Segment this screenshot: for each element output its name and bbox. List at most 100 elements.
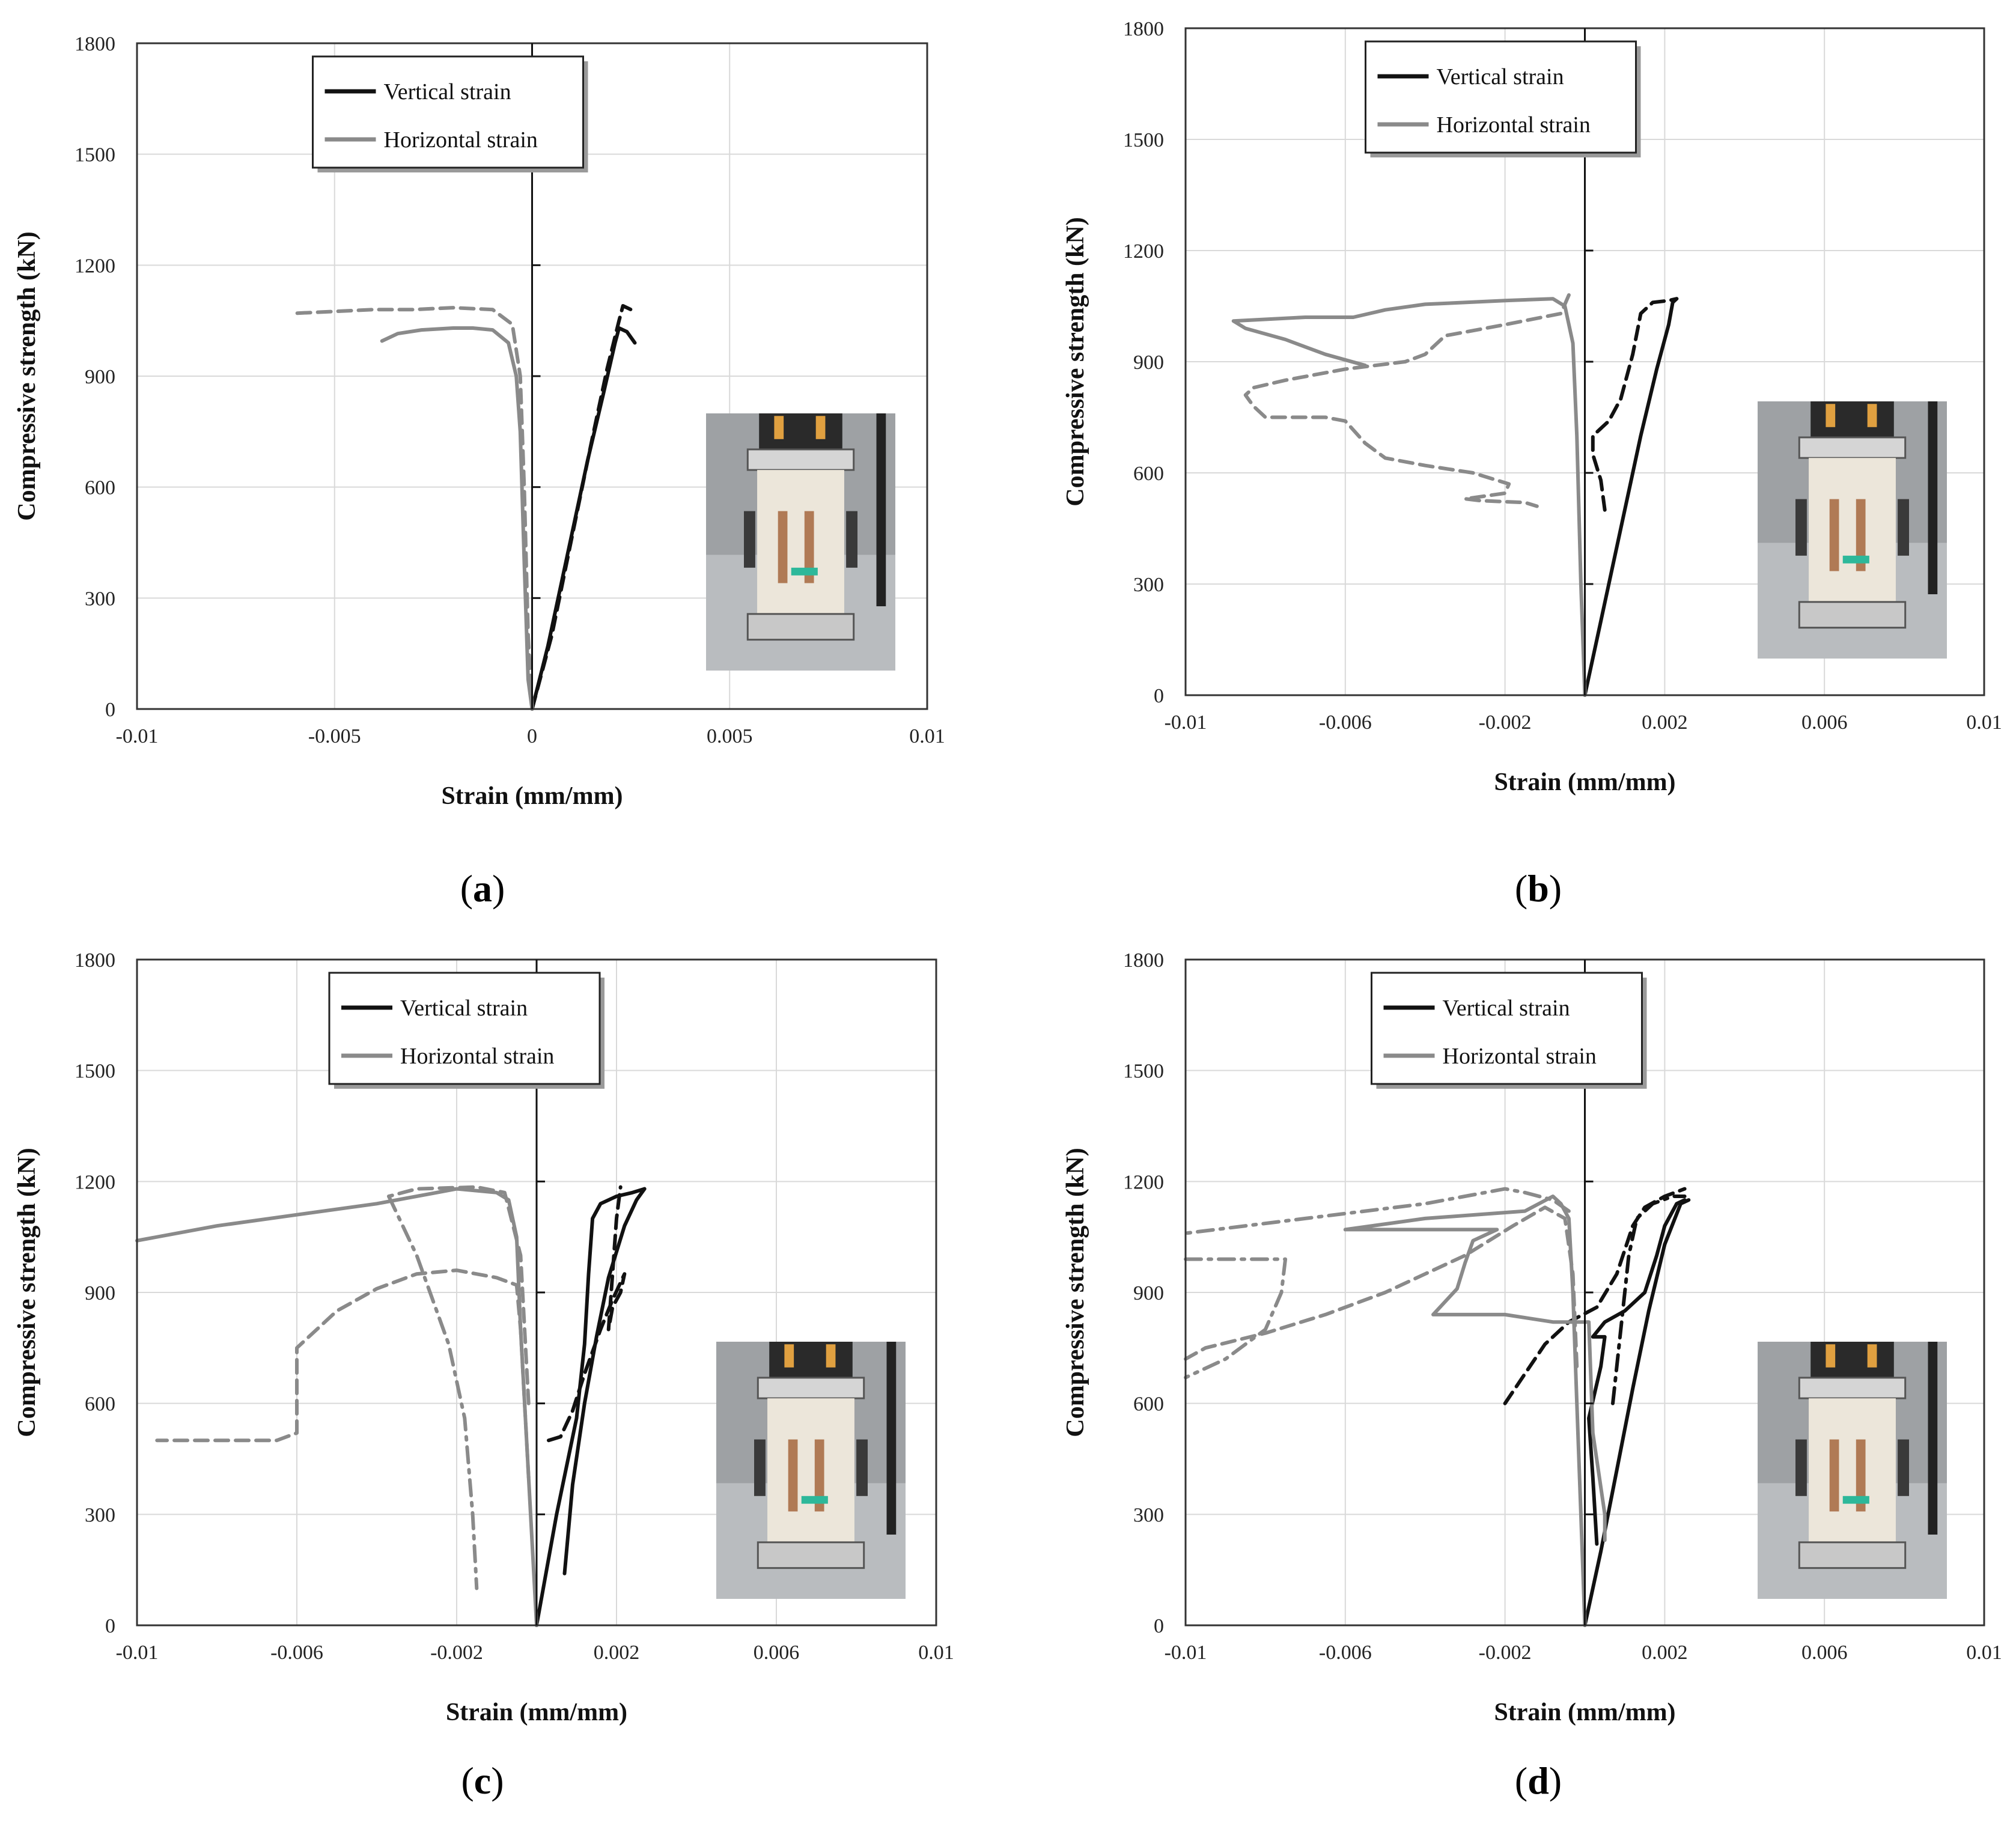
top-ring xyxy=(746,448,855,471)
series-line xyxy=(1184,1205,1579,1369)
y-tick-label: 1200 xyxy=(75,255,115,277)
panel-caption: (c) xyxy=(461,1759,504,1802)
y-tick-label: 300 xyxy=(85,1504,115,1526)
bottom-ring xyxy=(757,1541,865,1569)
x-tick-label: 0.01 xyxy=(918,1642,954,1664)
x-axis-label: Strain (mm/mm) xyxy=(1494,1699,1675,1726)
lamp-right xyxy=(826,1344,836,1368)
top-ring xyxy=(1798,1377,1907,1399)
series-line xyxy=(1611,1195,1687,1405)
caption-paren-close: ) xyxy=(492,867,505,910)
series-line xyxy=(380,326,534,711)
y-tick-label: 0 xyxy=(105,699,115,721)
x-tick-label: 0.006 xyxy=(1801,711,1848,734)
caption-paren-open: ( xyxy=(460,867,473,910)
series-line xyxy=(1184,1257,1288,1380)
lvdt-left xyxy=(744,511,755,568)
chart-panel-a: -0.01 -0.005 0 0.005 0.01 0 300 600 900 1200 1500 1… xyxy=(13,33,945,910)
specimen-column xyxy=(757,470,844,614)
legend-label: Horizontal strain xyxy=(400,1044,554,1069)
specimen-photo xyxy=(1758,1342,1947,1599)
lvdt-right xyxy=(1898,1439,1909,1496)
series-line xyxy=(1587,1198,1687,1546)
caption-paren-open: ( xyxy=(461,1759,474,1802)
legend-label: Vertical strain xyxy=(400,996,528,1021)
gauge-strip xyxy=(801,1496,828,1504)
x-axis-label: Strain (mm/mm) xyxy=(1494,768,1675,796)
loading-head xyxy=(1810,401,1894,437)
frame-post xyxy=(876,413,886,606)
series-line xyxy=(293,306,534,711)
y-tick-label: 0 xyxy=(1154,1615,1164,1637)
top-ring xyxy=(1798,436,1907,459)
y-tick-label: 600 xyxy=(1133,1393,1164,1416)
x-tick-label: 0.002 xyxy=(594,1642,640,1664)
y-tick-label: 1200 xyxy=(1123,240,1164,263)
legend: Vertical strain Horizontal strain xyxy=(1365,40,1641,157)
series-line xyxy=(535,1187,647,1627)
specimen-photo xyxy=(1758,401,1947,659)
y-tick-label: 1800 xyxy=(1123,949,1164,972)
x-tick-label: -0.002 xyxy=(1479,1642,1532,1664)
lamp-right xyxy=(815,416,826,439)
specimen-column xyxy=(1809,458,1896,602)
series-line xyxy=(387,1195,479,1590)
legend-label: Horizontal strain xyxy=(1437,112,1591,138)
y-axis-label: Compressive strength (kN) xyxy=(1062,217,1089,506)
crack-band-right xyxy=(1856,1439,1866,1512)
y-axis-label: Compressive strength (kN) xyxy=(13,1148,41,1437)
x-tick-label: 0.006 xyxy=(1801,1642,1848,1664)
y-tick-label: 600 xyxy=(85,1393,115,1416)
frame-post xyxy=(886,1342,897,1535)
y-tick-label: 0 xyxy=(105,1615,115,1637)
crack-band-left xyxy=(1829,499,1839,571)
x-tick-label: -0.01 xyxy=(1165,1642,1207,1664)
crack-band-right xyxy=(804,511,814,583)
series-line xyxy=(387,1185,531,1405)
series-line xyxy=(547,1185,627,1443)
bottom-ring xyxy=(1798,1541,1907,1569)
crack-band-left xyxy=(788,1439,798,1512)
x-tick-label: -0.002 xyxy=(430,1642,483,1664)
y-tick-label: 300 xyxy=(85,588,115,610)
x-tick-label: -0.006 xyxy=(1319,1642,1372,1664)
gauge-strip xyxy=(1842,1496,1869,1504)
x-tick-label: -0.006 xyxy=(1319,711,1372,734)
x-tick-label: -0.005 xyxy=(308,725,361,747)
legend: Vertical strain Horizontal strain xyxy=(312,55,588,172)
legend-box xyxy=(328,972,601,1085)
y-tick-label: 900 xyxy=(1133,352,1164,374)
x-tick-label: -0.01 xyxy=(1165,711,1207,734)
crack-band-left xyxy=(1829,1439,1839,1512)
x-tick-label: 0.01 xyxy=(1966,1642,2002,1664)
y-tick-label: 1500 xyxy=(75,1061,115,1083)
y-tick-label: 300 xyxy=(1133,1504,1164,1526)
y-tick-label: 1800 xyxy=(75,33,115,55)
y-tick-label: 300 xyxy=(1133,574,1164,596)
lvdt-left xyxy=(754,1439,766,1496)
y-tick-label: 900 xyxy=(85,366,115,388)
y-tick-label: 1500 xyxy=(1123,129,1164,151)
y-tick-label: 900 xyxy=(85,1282,115,1304)
legend-label: Vertical strain xyxy=(1443,996,1570,1021)
crack-band-right xyxy=(1856,499,1866,571)
legend-box xyxy=(1371,972,1643,1085)
caption-letter: a xyxy=(473,867,492,910)
crack-band-left xyxy=(778,511,788,583)
series-line xyxy=(1343,1195,1607,1627)
series-line xyxy=(1231,297,1587,697)
x-tick-label: 0.005 xyxy=(707,725,753,747)
x-tick-label: 0.01 xyxy=(1966,711,2002,734)
caption-letter: c xyxy=(474,1759,491,1802)
series-line xyxy=(1583,297,1679,697)
crack-band-right xyxy=(814,1439,824,1512)
y-tick-label: 1800 xyxy=(1123,18,1164,40)
lvdt-right xyxy=(1898,499,1909,556)
x-tick-label: 0.002 xyxy=(1642,711,1688,734)
legend-label: Vertical strain xyxy=(384,79,511,105)
x-tick-label: -0.01 xyxy=(116,1642,159,1664)
panel-caption: (b) xyxy=(1515,867,1562,910)
y-tick-label: 600 xyxy=(85,477,115,499)
chart-panel-d: -0.01 -0.006 -0.002 0.002 0.006 0.01 0 300 600 90… xyxy=(1062,949,2002,1802)
